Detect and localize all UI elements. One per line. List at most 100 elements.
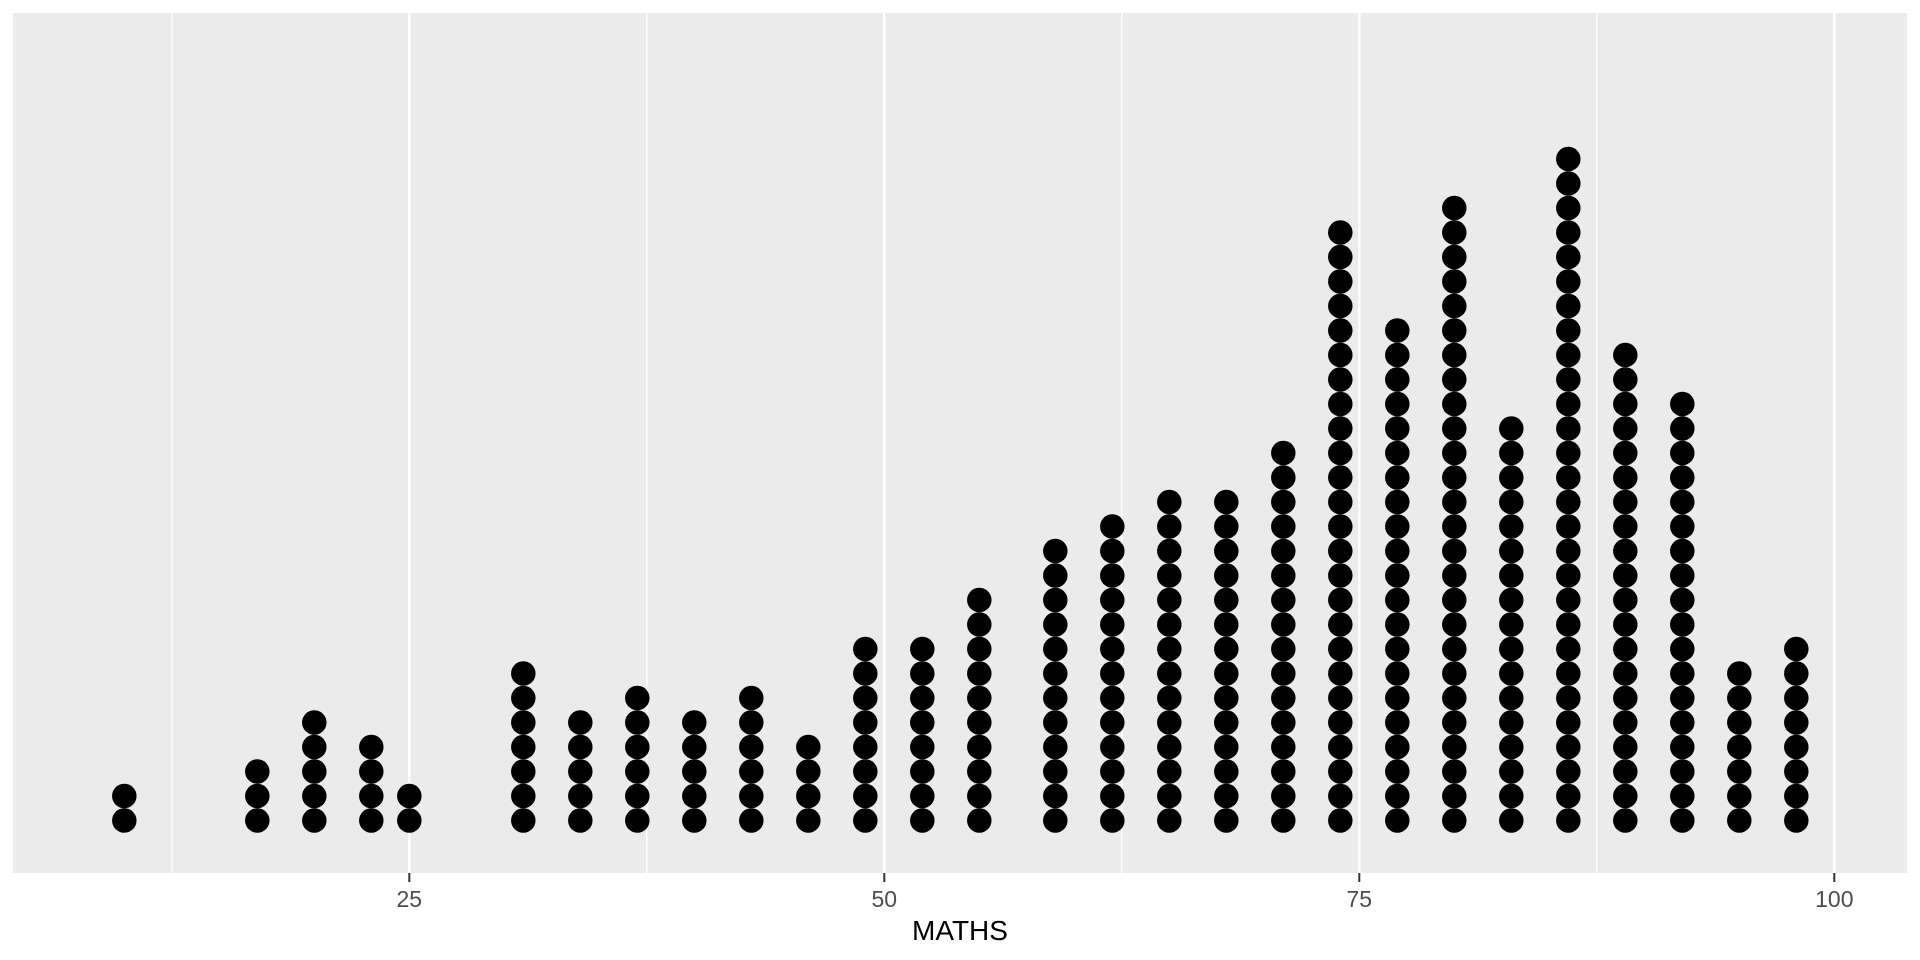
dot bbox=[1499, 416, 1524, 441]
dot bbox=[1157, 783, 1182, 809]
dot bbox=[1157, 759, 1182, 784]
dot bbox=[302, 710, 327, 735]
dot-stack bbox=[1043, 538, 1068, 833]
dot bbox=[1442, 612, 1467, 637]
dot bbox=[1442, 244, 1467, 270]
dot bbox=[1556, 759, 1581, 784]
dot bbox=[910, 685, 935, 711]
dot bbox=[1499, 783, 1524, 809]
dot bbox=[1442, 489, 1467, 515]
dot bbox=[359, 759, 384, 784]
dot bbox=[1784, 759, 1809, 784]
dot bbox=[511, 661, 536, 686]
dot bbox=[1100, 514, 1125, 539]
dot bbox=[682, 710, 707, 735]
dot bbox=[1271, 465, 1296, 490]
dot bbox=[1556, 416, 1581, 441]
dot bbox=[853, 685, 878, 711]
dot-stack bbox=[796, 734, 821, 833]
dot bbox=[1556, 661, 1581, 686]
dot bbox=[1100, 759, 1125, 784]
dot bbox=[1214, 563, 1239, 588]
dot bbox=[1157, 685, 1182, 711]
dot bbox=[1043, 783, 1068, 809]
dot bbox=[1157, 563, 1182, 588]
dot bbox=[1271, 783, 1296, 809]
dot bbox=[1556, 685, 1581, 711]
dot bbox=[1214, 808, 1239, 833]
dot bbox=[1328, 808, 1353, 833]
x-axis-tick-labels: 25 50 75 100 bbox=[397, 886, 1854, 912]
dot bbox=[1499, 563, 1524, 588]
dot bbox=[1328, 612, 1353, 637]
dot bbox=[1157, 514, 1182, 539]
dot bbox=[625, 710, 650, 735]
dot bbox=[1442, 465, 1467, 490]
dot bbox=[511, 808, 536, 833]
dot bbox=[1613, 759, 1638, 784]
dot bbox=[1214, 514, 1239, 539]
dot bbox=[1043, 563, 1068, 588]
dot bbox=[568, 759, 593, 784]
dot bbox=[1556, 367, 1581, 392]
dot bbox=[739, 710, 764, 735]
dot bbox=[1613, 612, 1638, 637]
dot bbox=[1556, 636, 1581, 662]
dot bbox=[1499, 587, 1524, 613]
dot bbox=[1670, 538, 1695, 564]
dot bbox=[1157, 538, 1182, 564]
dot bbox=[1385, 318, 1410, 343]
x-axis-tick-label: 100 bbox=[1815, 886, 1853, 912]
dot bbox=[1670, 808, 1695, 833]
dot bbox=[1613, 440, 1638, 466]
dot bbox=[1499, 808, 1524, 833]
dot bbox=[682, 759, 707, 784]
dot bbox=[1385, 416, 1410, 441]
dot-stack bbox=[112, 783, 137, 833]
dot bbox=[1442, 808, 1467, 833]
dot bbox=[1214, 489, 1239, 515]
dot bbox=[625, 734, 650, 760]
dot bbox=[853, 783, 878, 809]
dot bbox=[1556, 342, 1581, 368]
major-gridlines bbox=[408, 13, 1836, 873]
dot bbox=[1043, 587, 1068, 613]
dot-stack bbox=[1328, 220, 1353, 833]
dot bbox=[1613, 734, 1638, 760]
dot bbox=[1499, 734, 1524, 760]
dot bbox=[1214, 612, 1239, 637]
dot bbox=[1499, 759, 1524, 784]
dot bbox=[245, 783, 270, 809]
dot bbox=[1043, 538, 1068, 564]
dot-stack bbox=[359, 734, 384, 833]
dot bbox=[1727, 661, 1752, 686]
dot bbox=[1157, 612, 1182, 637]
dot bbox=[1328, 685, 1353, 711]
dot bbox=[302, 759, 327, 784]
dot bbox=[1385, 710, 1410, 735]
dot bbox=[1385, 587, 1410, 613]
dot-stack bbox=[397, 783, 422, 833]
dot bbox=[1043, 759, 1068, 784]
dot bbox=[1157, 587, 1182, 613]
x-axis-title: MATHS bbox=[912, 915, 1008, 946]
dot-stack bbox=[739, 685, 764, 833]
dot bbox=[1214, 759, 1239, 784]
dot bbox=[1214, 710, 1239, 735]
dot-stack bbox=[302, 710, 327, 833]
dot bbox=[967, 710, 992, 735]
dot bbox=[1328, 342, 1353, 368]
dot bbox=[1043, 661, 1068, 686]
dot bbox=[910, 636, 935, 662]
x-axis-ticks bbox=[408, 873, 1836, 882]
dot bbox=[1613, 538, 1638, 564]
dot bbox=[1613, 636, 1638, 662]
dot bbox=[1271, 587, 1296, 613]
dot-stack bbox=[1670, 391, 1695, 833]
dot bbox=[1727, 783, 1752, 809]
dot bbox=[1613, 710, 1638, 735]
dot bbox=[1727, 759, 1752, 784]
dot bbox=[1328, 293, 1353, 319]
dot bbox=[1670, 514, 1695, 539]
dot bbox=[1385, 685, 1410, 711]
